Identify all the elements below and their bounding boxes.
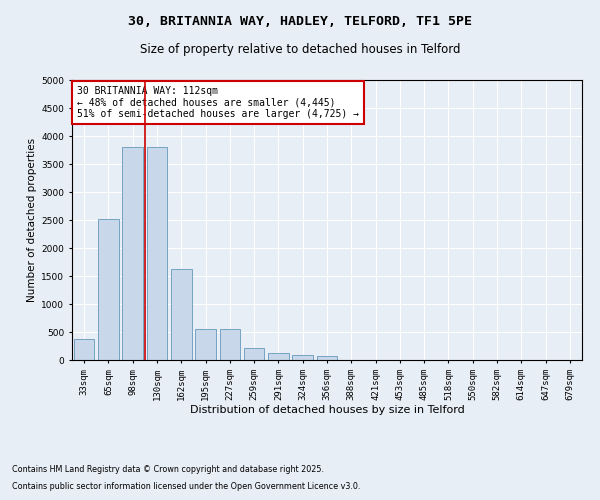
Bar [195, 329, 216, 360]
Text: Size of property relative to detached houses in Telford: Size of property relative to detached ho… [140, 42, 460, 56]
Text: 30 BRITANNIA WAY: 112sqm
← 48% of detached houses are smaller (4,445)
51% of sem: 30 BRITANNIA WAY: 112sqm ← 48% of detach… [77, 86, 359, 119]
Bar [292, 355, 313, 360]
Y-axis label: Number of detached properties: Number of detached properties [27, 138, 37, 302]
Bar [268, 354, 289, 360]
Bar [244, 348, 265, 360]
Bar [146, 147, 167, 360]
Bar [122, 147, 143, 360]
Bar [171, 270, 191, 360]
Bar [74, 340, 94, 360]
X-axis label: Distribution of detached houses by size in Telford: Distribution of detached houses by size … [190, 406, 464, 415]
Text: 30, BRITANNIA WAY, HADLEY, TELFORD, TF1 5PE: 30, BRITANNIA WAY, HADLEY, TELFORD, TF1 … [128, 15, 472, 28]
Text: Contains HM Land Registry data © Crown copyright and database right 2025.: Contains HM Land Registry data © Crown c… [12, 465, 324, 474]
Text: Contains public sector information licensed under the Open Government Licence v3: Contains public sector information licen… [12, 482, 361, 491]
Bar [98, 219, 119, 360]
Bar [220, 329, 240, 360]
Bar [317, 356, 337, 360]
